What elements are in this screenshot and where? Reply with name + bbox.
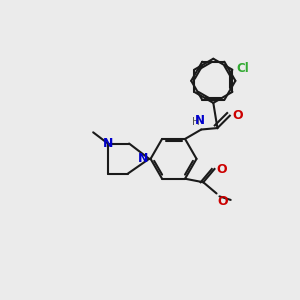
Text: N: N — [138, 152, 148, 165]
Text: O: O — [232, 109, 243, 122]
Text: N: N — [195, 114, 205, 127]
Text: O: O — [217, 163, 227, 176]
Text: O: O — [218, 195, 228, 208]
Text: H: H — [192, 117, 200, 127]
Text: N: N — [103, 137, 113, 150]
Text: Cl: Cl — [236, 62, 249, 75]
